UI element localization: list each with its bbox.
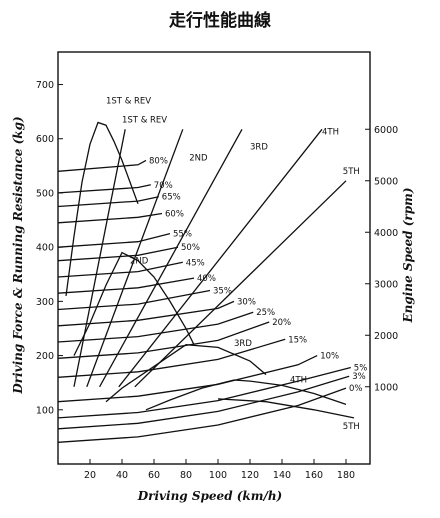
y-left-tick-label: 500: [36, 188, 54, 199]
driving-force-curve: [65, 121, 139, 296]
resistance-curve-label: 80%: [149, 156, 168, 166]
driving-force-curve: [217, 398, 355, 419]
resistance-curve: [57, 289, 211, 311]
x-tick-label: 160: [305, 470, 323, 481]
tick-layer: 20 40 60 80 100 120 140 160 180 100 200 300 400 500 60…: [36, 80, 398, 481]
resistance-curve-label: 65%: [162, 193, 181, 203]
y-right-tick-label: 5000: [374, 176, 398, 187]
resistance-curve-label: 15%: [288, 335, 307, 345]
y-right-tick-label: 1000: [374, 382, 398, 393]
resistance-curve-label: 10%: [320, 352, 339, 362]
y-left-tick-label: 100: [36, 405, 54, 416]
resistance-curve-label: 25%: [256, 308, 275, 318]
resistance-curve: [57, 300, 235, 327]
resistance-curve: [57, 184, 151, 194]
engine-speed-line: [86, 129, 184, 388]
resistance-curve-label: 0%: [349, 384, 363, 394]
resistance-curve: [57, 212, 163, 224]
curve-labels-layer: 0% 3%5% 10% 15% 20%25%30% 35% 40% 45% 50% 55% 60% 6…: [106, 97, 367, 432]
resistance-curve: [57, 387, 347, 443]
y-left-tick-label: 200: [36, 351, 54, 362]
chart-title: 走行性能曲線: [169, 10, 271, 31]
plot-frame: [57, 51, 371, 465]
resistance-curve: [57, 159, 147, 172]
engine-speed-line: [118, 128, 323, 388]
gear-label-4th: 4TH: [290, 376, 307, 386]
driving-force-curve: [145, 379, 347, 411]
resistance-curve-label: 35%: [213, 287, 232, 297]
resistance-curve-label: 5%: [354, 364, 368, 374]
gear-label-2nd: 2ND: [130, 256, 149, 266]
gear-label-3rd: 3RD: [250, 143, 268, 153]
x-axis-label: Driving Speed (km/h): [137, 489, 282, 503]
resistance-curve: [57, 232, 171, 248]
engine-speed-line: [134, 180, 347, 388]
resistance-curve: [57, 277, 195, 294]
engine-speed-line: [99, 128, 243, 388]
gear-label-2nd: 2ND: [189, 153, 208, 163]
resistance-curve-label: 55%: [173, 230, 192, 240]
y-right-tick-label: 2000: [374, 331, 398, 342]
resistance-curve-label: 60%: [165, 210, 184, 220]
y-left-tick-label: 300: [36, 297, 54, 308]
curves-layer: [57, 121, 355, 443]
driving-force-curve: [73, 251, 195, 356]
y-axis-label-right: Engine Speed (rpm): [401, 187, 415, 323]
resistance-curve: [57, 261, 183, 278]
y-right-tick-label: 3000: [374, 279, 398, 290]
gear-label-3rd: 3RD: [234, 339, 252, 349]
y-axis-label-left: Driving Force & Running Resistance (kg): [11, 116, 25, 394]
resistance-curve-label: 50%: [181, 243, 200, 253]
resistance-curve: [57, 246, 179, 262]
x-tick-label: 100: [209, 470, 227, 481]
x-tick-label: 80: [180, 470, 192, 481]
x-tick-label: 180: [337, 470, 355, 481]
resistance-curve-label: 30%: [237, 297, 256, 307]
y-right-tick-label: 4000: [374, 228, 398, 239]
resistance-curve: [57, 311, 254, 343]
x-tick-label: 120: [241, 470, 259, 481]
gear-label-5th: 5TH: [343, 167, 360, 177]
gear-label-1st-rev: 1ST & REV: [122, 115, 167, 125]
resistance-curve: [57, 375, 350, 430]
y-left-tick-label: 700: [36, 80, 54, 91]
y-right-tick-label: 6000: [374, 125, 398, 136]
gear-label-5th: 5TH: [343, 422, 360, 432]
resistance-curve-label: 20%: [272, 318, 291, 328]
resistance-curve-label: 3%: [352, 372, 366, 382]
y-left-tick-label: 400: [36, 243, 54, 254]
resistance-curve: [57, 196, 159, 208]
resistance-curve-label: 45%: [186, 258, 205, 268]
resistance-curve: [57, 355, 318, 403]
x-tick-label: 140: [273, 470, 291, 481]
resistance-curve-label: 70%: [154, 181, 173, 191]
gear-label-4th: 4TH: [322, 127, 339, 137]
engine-speed-line: [73, 129, 126, 387]
x-tick-label: 60: [148, 470, 160, 481]
gear-label-1st-rev: 1ST & REV: [106, 97, 151, 107]
x-tick-label: 20: [84, 470, 96, 481]
resistance-curve-label: 40%: [197, 274, 216, 284]
y-left-tick-label: 600: [36, 134, 54, 145]
x-tick-label: 40: [116, 470, 128, 481]
resistance-curve: [57, 366, 351, 419]
driving-force-curve: [105, 344, 267, 403]
resistance-curve: [57, 338, 286, 378]
